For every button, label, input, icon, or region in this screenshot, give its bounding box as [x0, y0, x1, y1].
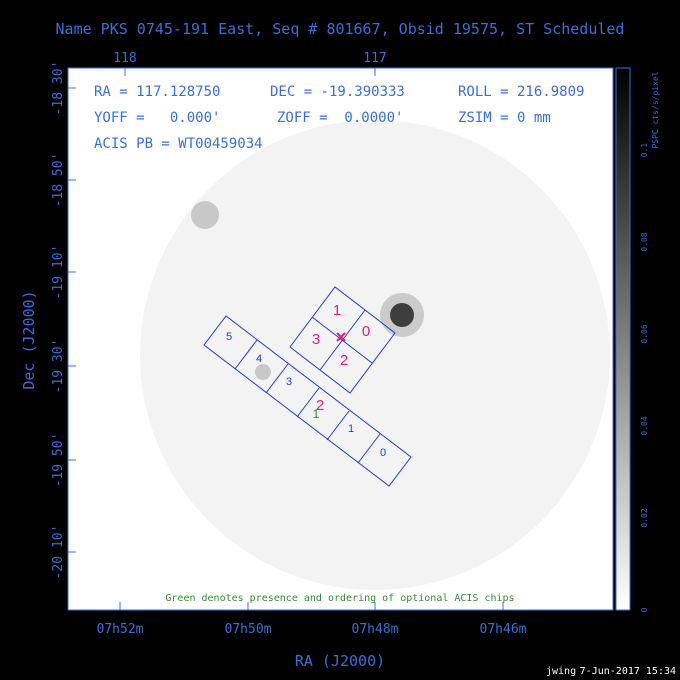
acis-s-divider [357, 433, 381, 464]
acis-i-outline [289, 286, 396, 394]
bottom-tick-label: 07h46m [480, 622, 527, 637]
top-tick-label: 117 [363, 51, 386, 66]
footer-date: 7-Jun-2017 15:34 [580, 666, 676, 677]
info-acis: ACIS PB = WT00459034 [94, 136, 263, 152]
colorbar [615, 67, 631, 611]
colorbar-tick-label: 0 [640, 607, 649, 612]
left-tick-label: -18 50' [51, 153, 66, 208]
footer-user: jwing [546, 666, 576, 677]
acis-s-chip-label: 1 [348, 423, 354, 435]
acis-s-array [203, 315, 412, 487]
info-yoff: YOFF = 0.000' [94, 110, 220, 126]
diffuse-source [191, 201, 219, 229]
info-zoff: ZOFF = 0.0000' [277, 110, 403, 126]
colorbar-tick-label: 0.06 [640, 324, 649, 343]
info-zsim: ZSIM = 0 mm [458, 110, 551, 126]
optional-chips-note: Green denotes presence and ordering of o… [165, 593, 514, 604]
left-tick-label: -19 50' [51, 433, 66, 488]
left-tick-label: -19 10' [51, 245, 66, 300]
bright-source [390, 303, 414, 327]
acis-s-divider [326, 410, 350, 441]
acis-s-chip-label: 4 [256, 353, 262, 365]
left-tick-label: -20 10' [51, 525, 66, 580]
colorbar-tick-label: 0.02 [640, 508, 649, 527]
acis-s-chip-label: 3 [286, 376, 292, 388]
left-tick-label: -18 30' [51, 61, 66, 116]
acis-s-chip-label: 5 [226, 331, 232, 343]
top-tick-label: 118 [113, 51, 136, 66]
x-axis-title: RA (J2000) [295, 652, 385, 670]
left-tick-label: -19 30' [51, 339, 66, 394]
info-roll: ROLL = 216.9809 [458, 84, 584, 100]
acis-i-chip-label: 2 [340, 352, 348, 369]
colorbar-tick-label: 0.04 [640, 416, 649, 435]
diffuse-source [255, 364, 271, 380]
aimpoint-marker [336, 332, 346, 342]
optional-chip-label: 1 [313, 407, 320, 421]
bottom-tick-label: 07h52m [97, 622, 144, 637]
colorbar-title: PSPC cts/s/pixel [651, 71, 660, 148]
acis-s-divider [265, 363, 289, 394]
y-axis-title: Dec (J2000) [20, 290, 38, 389]
acis-s-divider [296, 387, 320, 418]
bottom-tick-label: 07h50m [225, 622, 272, 637]
info-dec: DEC = -19.390333 [270, 84, 405, 100]
acis-s-chip-label: 0 [380, 447, 386, 459]
acis-i-chip-label: 3 [312, 331, 320, 348]
colorbar-tick-label: 0.1 [640, 143, 649, 158]
colorbar-tick-label: 0.08 [640, 232, 649, 251]
exposure-disk [140, 120, 610, 590]
info-ra: RA = 117.128750 [94, 84, 220, 100]
acis-s-divider [234, 339, 258, 370]
acis-i-divider [319, 309, 366, 371]
acis-i-chip-label: 1 [333, 302, 341, 319]
plot-title: Name PKS 0745-191 East, Seq # 801667, Ob… [56, 20, 625, 38]
bottom-tick-label: 07h48m [352, 622, 399, 637]
bright-source-halo [380, 293, 424, 337]
acis-i-chip-label: 0 [362, 323, 370, 340]
acis-s-chip-label: 2 [316, 397, 324, 414]
acis-i-array [289, 286, 396, 394]
